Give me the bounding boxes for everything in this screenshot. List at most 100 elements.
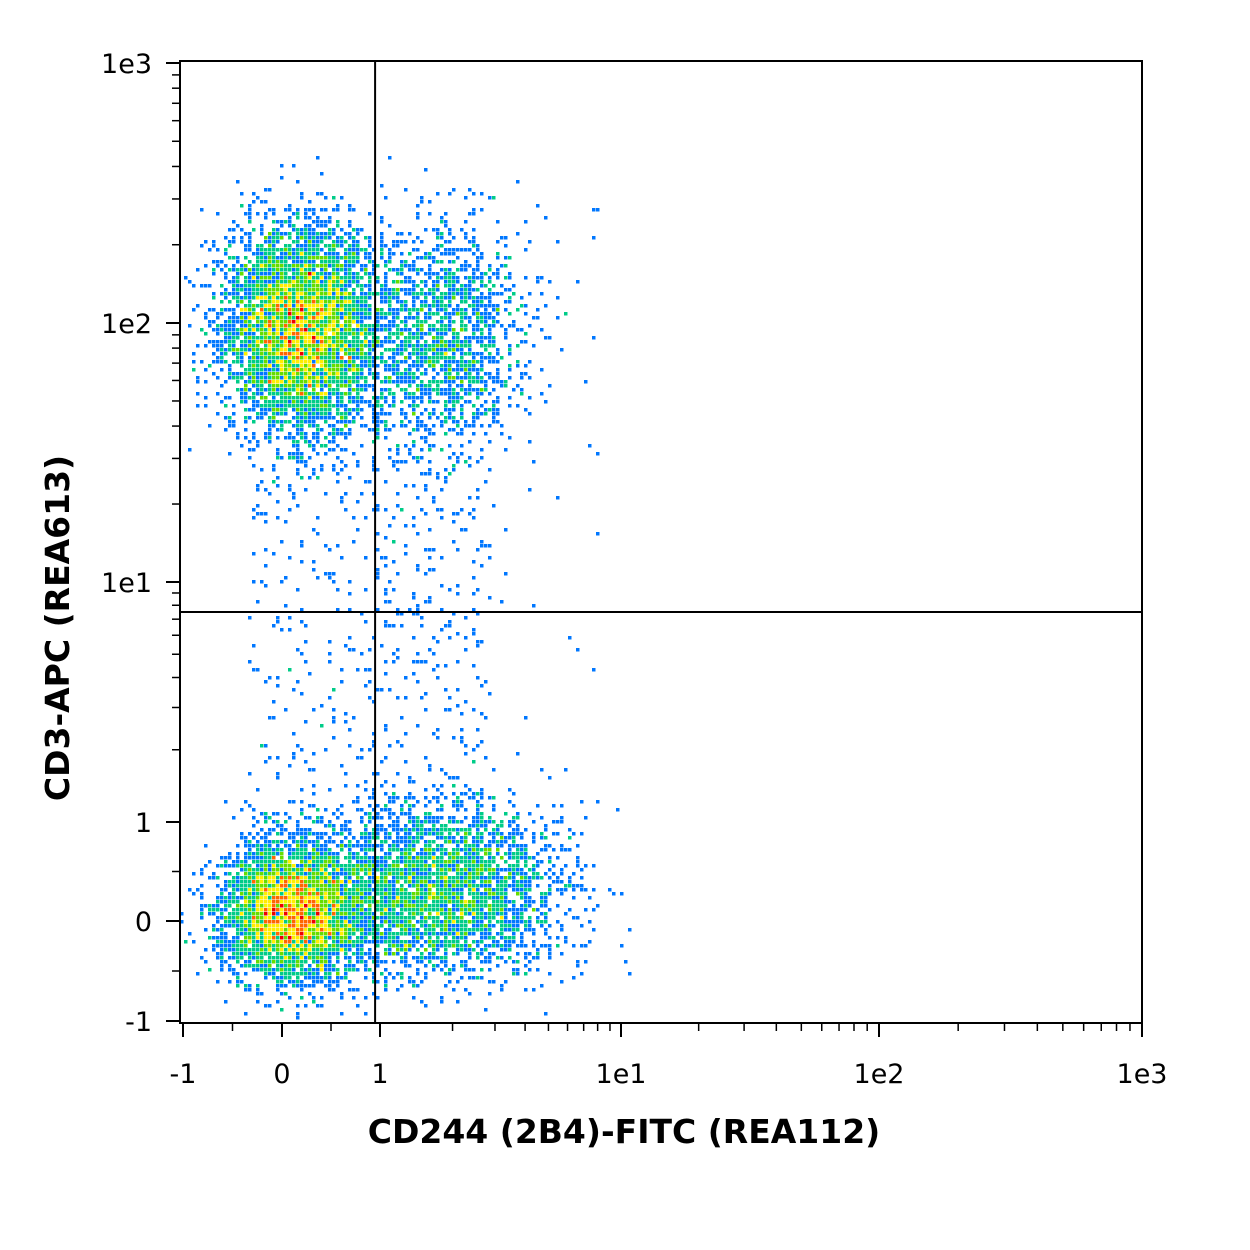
event-dot bbox=[416, 972, 420, 976]
event-dot bbox=[480, 448, 484, 452]
event-dot bbox=[400, 836, 404, 840]
event-dot bbox=[508, 276, 512, 280]
event-dot bbox=[300, 932, 304, 936]
event-dot bbox=[476, 412, 480, 416]
event-dot bbox=[344, 824, 348, 828]
event-dot bbox=[324, 260, 328, 264]
event-dot bbox=[428, 348, 432, 352]
event-dot bbox=[292, 944, 296, 948]
event-dot bbox=[324, 944, 328, 948]
event-dot bbox=[328, 908, 332, 912]
event-dot bbox=[376, 868, 380, 872]
event-dot bbox=[292, 336, 296, 340]
event-dot bbox=[504, 940, 508, 944]
event-dot bbox=[336, 868, 340, 872]
event-dot bbox=[280, 428, 284, 432]
event-dot bbox=[404, 336, 408, 340]
event-dot bbox=[256, 1000, 260, 1004]
event-dot bbox=[380, 760, 384, 764]
event-dot bbox=[280, 956, 284, 960]
event-dot bbox=[380, 344, 384, 348]
event-dot bbox=[396, 332, 400, 336]
event-dot bbox=[368, 888, 372, 892]
event-dot bbox=[364, 864, 368, 868]
event-dot bbox=[436, 956, 440, 960]
event-dot bbox=[260, 304, 264, 308]
event-dot bbox=[388, 156, 392, 160]
event-dot bbox=[252, 808, 256, 812]
event-dot bbox=[252, 884, 256, 888]
event-dot bbox=[388, 268, 392, 272]
event-dot bbox=[232, 312, 236, 316]
event-dot bbox=[500, 844, 504, 848]
event-dot bbox=[244, 380, 248, 384]
event-dot bbox=[236, 912, 240, 916]
event-dot bbox=[312, 932, 316, 936]
event-dot bbox=[424, 788, 428, 792]
event-dot bbox=[428, 924, 432, 928]
event-dot bbox=[256, 320, 260, 324]
event-dot bbox=[228, 864, 232, 868]
event-dot bbox=[424, 360, 428, 364]
event-dot bbox=[476, 248, 480, 252]
event-dot bbox=[212, 948, 216, 952]
event-dot bbox=[244, 852, 248, 856]
event-dot bbox=[304, 320, 308, 324]
event-dot bbox=[272, 316, 276, 320]
event-dot bbox=[228, 892, 232, 896]
event-dot bbox=[296, 296, 300, 300]
event-dot bbox=[496, 372, 500, 376]
event-dot bbox=[456, 864, 460, 868]
event-dot bbox=[340, 432, 344, 436]
event-dot bbox=[360, 296, 364, 300]
event-dot bbox=[216, 392, 220, 396]
event-dot bbox=[200, 244, 204, 248]
event-dot bbox=[292, 272, 296, 276]
event-dot bbox=[516, 328, 520, 332]
event-dot bbox=[340, 328, 344, 332]
event-dot bbox=[348, 280, 352, 284]
event-dot bbox=[300, 812, 304, 816]
event-dot bbox=[384, 936, 388, 940]
event-dot bbox=[192, 360, 196, 364]
event-dot bbox=[312, 928, 316, 932]
event-dot bbox=[308, 380, 312, 384]
event-dot bbox=[336, 348, 340, 352]
event-dot bbox=[460, 384, 464, 388]
event-dot bbox=[320, 416, 324, 420]
event-dot bbox=[308, 892, 312, 896]
event-dot bbox=[396, 368, 400, 372]
event-dot bbox=[388, 356, 392, 360]
event-dot bbox=[320, 336, 324, 340]
event-dot bbox=[296, 348, 300, 352]
event-dot bbox=[316, 416, 320, 420]
event-dot bbox=[320, 392, 324, 396]
event-dot bbox=[468, 856, 472, 860]
event-dot bbox=[272, 312, 276, 316]
event-dot bbox=[500, 908, 504, 912]
event-dot bbox=[256, 988, 260, 992]
event-dot bbox=[496, 276, 500, 280]
event-dot bbox=[256, 896, 260, 900]
event-dot bbox=[292, 212, 296, 216]
event-dot bbox=[472, 860, 476, 864]
event-dot bbox=[400, 424, 404, 428]
event-dot bbox=[244, 940, 248, 944]
event-dot bbox=[256, 388, 260, 392]
event-dot bbox=[448, 840, 452, 844]
event-dot bbox=[220, 952, 224, 956]
event-dot bbox=[280, 848, 284, 852]
event-dot bbox=[352, 240, 356, 244]
event-dot bbox=[512, 904, 516, 908]
event-dot bbox=[388, 320, 392, 324]
event-dot bbox=[328, 244, 332, 248]
event-dot bbox=[344, 280, 348, 284]
event-dot bbox=[320, 296, 324, 300]
event-dot bbox=[240, 952, 244, 956]
event-dot bbox=[208, 248, 212, 252]
event-dot bbox=[276, 304, 280, 308]
event-dot bbox=[324, 360, 328, 364]
event-dot bbox=[324, 396, 328, 400]
event-dot bbox=[252, 956, 256, 960]
event-dot bbox=[236, 880, 240, 884]
